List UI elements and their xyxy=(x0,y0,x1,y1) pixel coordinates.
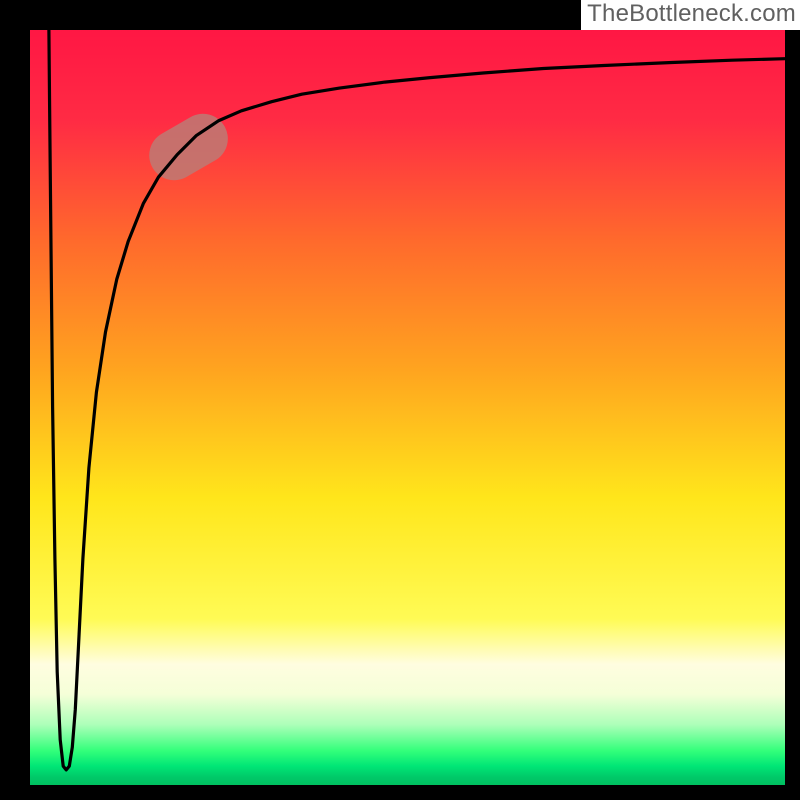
attribution-link[interactable]: TheBottleneck.com xyxy=(581,0,800,30)
bottleneck-chart xyxy=(0,0,800,800)
chart-container: { "attribution": "TheBottleneck.com", "a… xyxy=(0,0,800,800)
chart-background xyxy=(30,30,785,785)
